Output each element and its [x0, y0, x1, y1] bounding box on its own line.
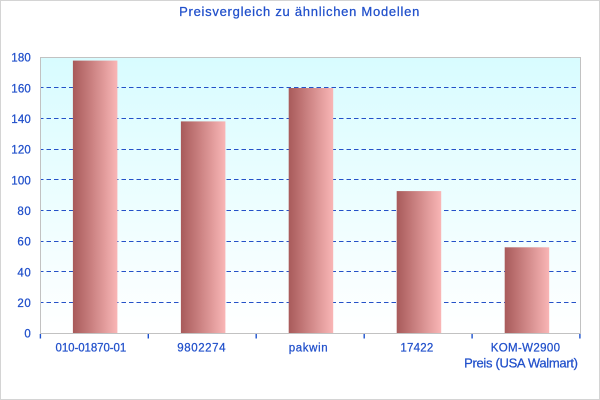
svg-text:pakwin: pakwin — [289, 342, 328, 354]
svg-text:60: 60 — [17, 237, 30, 249]
svg-text:140: 140 — [11, 114, 31, 126]
svg-text:120: 120 — [11, 145, 31, 157]
svg-text:80: 80 — [17, 206, 30, 218]
svg-text:Preis (USA Walmart): Preis (USA Walmart) — [464, 356, 578, 371]
svg-text:9802274: 9802274 — [177, 342, 226, 354]
svg-text:100: 100 — [11, 175, 31, 187]
svg-text:KOM-W2900: KOM-W2900 — [491, 342, 560, 354]
svg-text:17422: 17422 — [400, 342, 433, 354]
svg-text:010-01870-01: 010-01870-01 — [56, 342, 127, 354]
svg-text:0: 0 — [24, 329, 30, 341]
svg-text:20: 20 — [17, 298, 30, 310]
svg-text:160: 160 — [11, 83, 31, 95]
svg-text:40: 40 — [17, 267, 30, 279]
svg-text:180: 180 — [11, 53, 31, 65]
svg-text:Preisvergleich zu ähnlichen Mo: Preisvergleich zu ähnlichen Modellen — [179, 4, 419, 19]
